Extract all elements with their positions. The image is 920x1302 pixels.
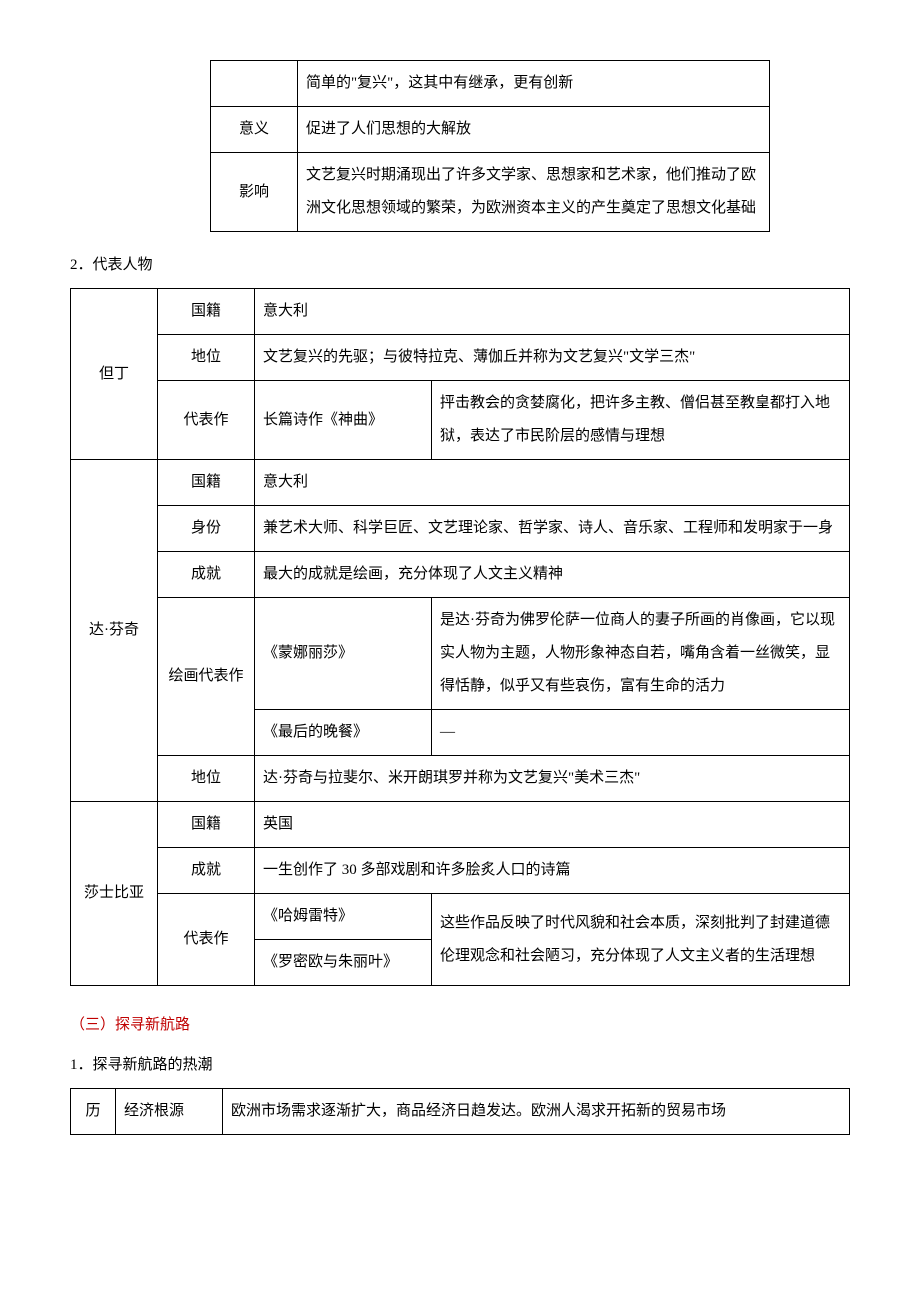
table-row: 莎士比亚 国籍 英国 (71, 802, 850, 848)
table-row: 代表作 长篇诗作《神曲》 抨击教会的贪婪腐化，把许多主教、僧侣甚至教皇都打入地狱… (71, 381, 850, 460)
cell-econ-root-label: 经济根源 (116, 1089, 223, 1135)
table-row: 历 经济根源 欧洲市场需求逐渐扩大，商品经济日趋发达。欧洲人渴求开拓新的贸易市场 (71, 1089, 850, 1135)
summary-table: 简单的"复兴"，这其中有继承，更有创新 意义 促进了人们思想的大解放 影响 文艺… (210, 60, 770, 232)
attr-value: 最大的成就是绘画，充分体现了人文主义精神 (255, 552, 850, 598)
cell-text: 简单的"复兴"，这其中有继承，更有创新 (298, 61, 770, 107)
person-name-shakespeare: 莎士比亚 (71, 802, 158, 986)
attr-value: 达·芬奇与拉斐尔、米开朗琪罗并称为文艺复兴"美术三杰" (255, 756, 850, 802)
work-desc: 是达·芬奇为佛罗伦萨一位商人的妻子所画的肖像画，它以现实人物为主题，人物形象神态… (432, 598, 850, 710)
table-row: 意义 促进了人们思想的大解放 (211, 107, 770, 153)
cell-econ-root-text: 欧洲市场需求逐渐扩大，商品经济日趋发达。欧洲人渴求开拓新的贸易市场 (223, 1089, 850, 1135)
table-summary-continued: 简单的"复兴"，这其中有继承，更有创新 意义 促进了人们思想的大解放 影响 文艺… (210, 60, 770, 232)
cell-history-char: 历 (71, 1089, 116, 1135)
cell-text: 促进了人们思想的大解放 (298, 107, 770, 153)
table-row: 身份 兼艺术大师、科学巨匠、文艺理论家、哲学家、诗人、音乐家、工程师和发明家于一… (71, 506, 850, 552)
section-3-number: 1．探寻新航路的热潮 (70, 1050, 850, 1080)
work-title: 《哈姆雷特》 (255, 894, 432, 940)
attr-label: 国籍 (158, 460, 255, 506)
attr-label: 身份 (158, 506, 255, 552)
table-row: 绘画代表作 《蒙娜丽莎》 是达·芬奇为佛罗伦萨一位商人的妻子所画的肖像画，它以现… (71, 598, 850, 710)
person-name-dante: 但丁 (71, 289, 158, 460)
attr-label: 地位 (158, 335, 255, 381)
attr-label: 成就 (158, 552, 255, 598)
attr-label: 地位 (158, 756, 255, 802)
table-row: 成就 最大的成就是绘画，充分体现了人文主义精神 (71, 552, 850, 598)
cell-text: 文艺复兴时期涌现出了许多文学家、思想家和艺术家，他们推动了欧洲文化思想领域的繁荣… (298, 153, 770, 232)
attr-label: 国籍 (158, 802, 255, 848)
new-routes-table: 历 经济根源 欧洲市场需求逐渐扩大，商品经济日趋发达。欧洲人渴求开拓新的贸易市场 (70, 1088, 850, 1135)
table-row: 但丁 国籍 意大利 (71, 289, 850, 335)
work-desc: — (432, 710, 850, 756)
attr-label: 绘画代表作 (158, 598, 255, 756)
attr-value: 意大利 (255, 289, 850, 335)
attr-value: 文艺复兴的先驱；与彼特拉克、薄伽丘并称为文艺复兴"文学三杰" (255, 335, 850, 381)
cell-label: 影响 (211, 153, 298, 232)
work-title: 长篇诗作《神曲》 (255, 381, 432, 460)
person-name-davinci: 达·芬奇 (71, 460, 158, 802)
attr-label: 国籍 (158, 289, 255, 335)
cell-label-empty (211, 61, 298, 107)
table-row: 代表作 《哈姆雷特》 这些作品反映了时代风貌和社会本质，深刻批判了封建道德伦理观… (71, 894, 850, 940)
figures-table: 但丁 国籍 意大利 地位 文艺复兴的先驱；与彼特拉克、薄伽丘并称为文艺复兴"文学… (70, 288, 850, 986)
table-row: 影响 文艺复兴时期涌现出了许多文学家、思想家和艺术家，他们推动了欧洲文化思想领域… (211, 153, 770, 232)
work-desc: 抨击教会的贪婪腐化，把许多主教、僧侣甚至教皇都打入地狱，表达了市民阶层的感情与理… (432, 381, 850, 460)
attr-label: 代表作 (158, 381, 255, 460)
table-row: 简单的"复兴"，这其中有继承，更有创新 (211, 61, 770, 107)
work-title: 《蒙娜丽莎》 (255, 598, 432, 710)
attr-label: 代表作 (158, 894, 255, 986)
work-desc: 这些作品反映了时代风貌和社会本质，深刻批判了封建道德伦理观念和社会陋习，充分体现… (432, 894, 850, 986)
work-title: 《最后的晚餐》 (255, 710, 432, 756)
attr-label: 成就 (158, 848, 255, 894)
attr-value: 英国 (255, 802, 850, 848)
attr-value: 一生创作了 30 多部戏剧和许多脍炙人口的诗篇 (255, 848, 850, 894)
table-row: 达·芬奇 国籍 意大利 (71, 460, 850, 506)
cell-label: 意义 (211, 107, 298, 153)
work-title: 《罗密欧与朱丽叶》 (255, 940, 432, 986)
attr-value: 兼艺术大师、科学巨匠、文艺理论家、哲学家、诗人、音乐家、工程师和发明家于一身 (255, 506, 850, 552)
section-number-2: 2．代表人物 (70, 250, 850, 280)
section-3-title: （三）探寻新航路 (70, 1010, 850, 1040)
table-row: 地位 达·芬奇与拉斐尔、米开朗琪罗并称为文艺复兴"美术三杰" (71, 756, 850, 802)
attr-value: 意大利 (255, 460, 850, 506)
table-row: 成就 一生创作了 30 多部戏剧和许多脍炙人口的诗篇 (71, 848, 850, 894)
table-row: 地位 文艺复兴的先驱；与彼特拉克、薄伽丘并称为文艺复兴"文学三杰" (71, 335, 850, 381)
